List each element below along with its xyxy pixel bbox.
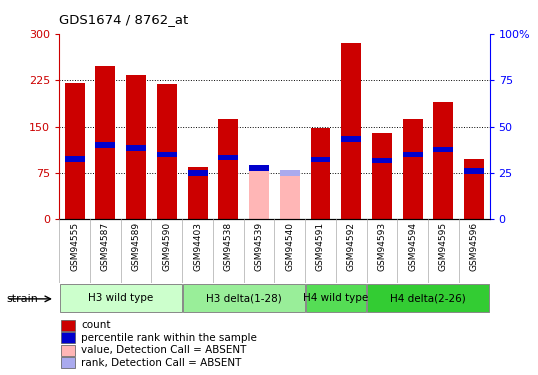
Bar	[310, 157, 330, 162]
Bar	[341, 43, 361, 219]
Bar	[372, 158, 392, 164]
Text: percentile rank within the sample: percentile rank within the sample	[81, 333, 257, 343]
Text: GSM94593: GSM94593	[378, 222, 386, 271]
Text: GSM94589: GSM94589	[131, 222, 140, 271]
Bar	[188, 167, 208, 219]
Text: H4 delta(2-26): H4 delta(2-26)	[390, 293, 466, 303]
Text: H3 wild type: H3 wild type	[88, 293, 153, 303]
Text: value, Detection Call = ABSENT: value, Detection Call = ABSENT	[81, 345, 246, 355]
Bar	[464, 168, 484, 174]
Bar	[434, 102, 454, 219]
Bar	[126, 75, 146, 219]
Bar	[310, 128, 330, 219]
Text: GSM94590: GSM94590	[162, 222, 171, 271]
Bar	[403, 152, 423, 157]
Bar	[183, 284, 305, 312]
Bar	[61, 357, 75, 368]
Bar	[249, 165, 269, 171]
Text: GSM94592: GSM94592	[346, 222, 356, 271]
Text: strain: strain	[6, 294, 38, 304]
Bar	[280, 170, 300, 176]
Text: GSM94595: GSM94595	[439, 222, 448, 271]
Text: H4 wild type: H4 wild type	[303, 293, 369, 303]
Bar	[372, 133, 392, 219]
Bar	[218, 155, 238, 160]
Bar	[61, 345, 75, 356]
Bar	[95, 66, 115, 219]
Bar	[61, 320, 75, 331]
Bar	[126, 146, 146, 151]
Bar	[157, 152, 177, 157]
Bar	[65, 83, 84, 219]
Bar	[464, 159, 484, 219]
Bar	[403, 118, 423, 219]
Text: GSM94538: GSM94538	[224, 222, 233, 271]
Bar	[157, 84, 177, 219]
Text: GDS1674 / 8762_at: GDS1674 / 8762_at	[59, 13, 188, 26]
Text: H3 delta(1-28): H3 delta(1-28)	[206, 293, 281, 303]
Text: GSM94596: GSM94596	[470, 222, 479, 271]
Bar	[341, 136, 361, 142]
Text: rank, Detection Call = ABSENT: rank, Detection Call = ABSENT	[81, 358, 242, 368]
Bar	[60, 284, 181, 312]
Bar	[188, 170, 208, 176]
Text: GSM94591: GSM94591	[316, 222, 325, 271]
Bar	[95, 142, 115, 148]
Text: GSM94540: GSM94540	[285, 222, 294, 271]
Text: GSM94539: GSM94539	[254, 222, 264, 271]
Text: GSM94403: GSM94403	[193, 222, 202, 271]
Bar	[367, 284, 489, 312]
Bar	[61, 332, 75, 343]
Text: count: count	[81, 320, 111, 330]
Bar	[65, 156, 84, 162]
Text: GSM94587: GSM94587	[101, 222, 110, 271]
Text: GSM94594: GSM94594	[408, 222, 417, 271]
Bar	[280, 171, 300, 219]
Bar	[218, 118, 238, 219]
Bar	[434, 147, 454, 152]
Text: GSM94555: GSM94555	[70, 222, 79, 271]
Bar	[249, 167, 269, 219]
Bar	[306, 284, 366, 312]
